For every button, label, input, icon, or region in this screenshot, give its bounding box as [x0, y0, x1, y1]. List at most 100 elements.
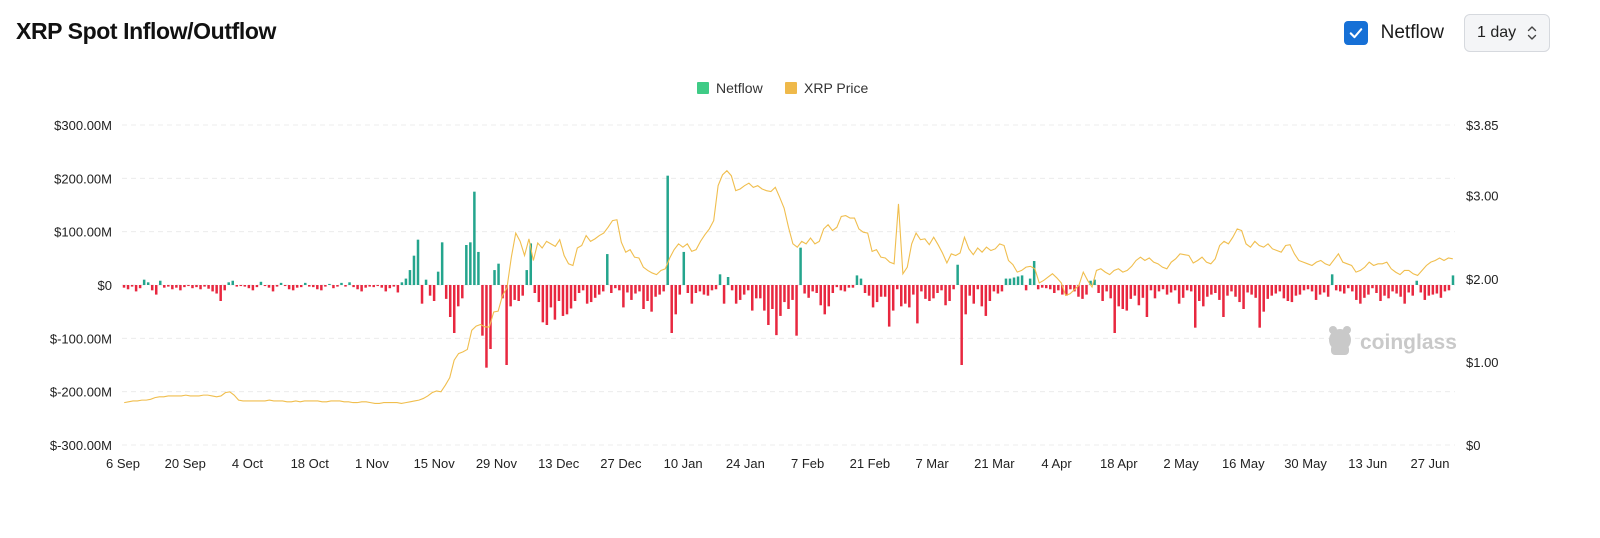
netflow-bar-outflow[interactable] — [1109, 285, 1112, 299]
netflow-bar-outflow[interactable] — [549, 285, 553, 308]
netflow-bar-outflow[interactable] — [1407, 285, 1410, 293]
netflow-bar-outflow[interactable] — [730, 285, 734, 291]
netflow-bar-outflow[interactable] — [126, 285, 130, 290]
netflow-bar-outflow[interactable] — [1242, 285, 1245, 309]
netflow-bar-outflow[interactable] — [1334, 285, 1338, 291]
netflow-bar-inflow[interactable] — [1016, 276, 1020, 285]
netflow-bar-outflow[interactable] — [287, 285, 291, 290]
netflow-bar-outflow[interactable] — [235, 285, 239, 287]
netflow-bar-outflow[interactable] — [356, 285, 359, 290]
netflow-bar-outflow[interactable] — [1427, 285, 1431, 296]
netflow-bar-outflow[interactable] — [1371, 285, 1374, 289]
netflow-bar-outflow[interactable] — [1286, 285, 1290, 301]
netflow-bar-outflow[interactable] — [517, 285, 520, 301]
netflow-bar-outflow[interactable] — [1113, 285, 1116, 333]
netflow-bar-outflow[interactable] — [803, 285, 806, 294]
netflow-bar-outflow[interactable] — [581, 285, 585, 291]
netflow-bar-outflow[interactable] — [835, 285, 839, 288]
netflow-bar-inflow[interactable] — [142, 279, 146, 285]
netflow-bar-outflow[interactable] — [738, 285, 742, 300]
netflow-bar-inflow[interactable] — [469, 242, 472, 285]
netflow-bar-inflow[interactable] — [159, 280, 162, 285]
netflow-bar-outflow[interactable] — [1173, 285, 1177, 291]
netflow-bar-outflow[interactable] — [1238, 285, 1241, 303]
netflow-bar-outflow[interactable] — [895, 285, 899, 290]
netflow-bar-outflow[interactable] — [807, 285, 810, 298]
netflow-bar-outflow[interactable] — [1391, 285, 1394, 292]
netflow-bar-outflow[interactable] — [1266, 285, 1269, 299]
netflow-bar-inflow[interactable] — [718, 274, 722, 285]
netflow-bar-outflow[interactable] — [670, 285, 673, 333]
netflow-bar-outflow[interactable] — [1057, 285, 1060, 291]
netflow-bar-outflow[interactable] — [1218, 285, 1221, 300]
netflow-bar-inflow[interactable] — [799, 247, 802, 285]
netflow-bar-inflow[interactable] — [412, 255, 416, 285]
netflow-bar-outflow[interactable] — [1000, 285, 1004, 292]
netflow-bar-outflow[interactable] — [863, 285, 867, 293]
netflow-bar-outflow[interactable] — [1246, 285, 1249, 293]
netflow-bar-outflow[interactable] — [134, 285, 138, 292]
netflow-bar-outflow[interactable] — [634, 285, 637, 294]
netflow-bar-outflow[interactable] — [336, 285, 339, 287]
netflow-bar-outflow[interactable] — [916, 285, 919, 324]
netflow-bar-outflow[interactable] — [972, 285, 976, 304]
netflow-bar-outflow[interactable] — [964, 285, 967, 315]
netflow-bar-outflow[interactable] — [936, 285, 939, 293]
netflow-bar-outflow[interactable] — [239, 285, 243, 287]
netflow-bar-outflow[interactable] — [1375, 285, 1378, 293]
netflow-bar-outflow[interactable] — [642, 285, 645, 309]
netflow-bar-outflow[interactable] — [275, 285, 279, 287]
netflow-bar-outflow[interactable] — [1161, 285, 1165, 290]
netflow-bar-outflow[interactable] — [614, 285, 617, 289]
netflow-bar-outflow[interactable] — [839, 285, 843, 291]
netflow-bar-outflow[interactable] — [1290, 285, 1294, 303]
netflow-bar-outflow[interactable] — [203, 285, 206, 287]
netflow-bar-inflow[interactable] — [1028, 278, 1032, 285]
netflow-bar-outflow[interactable] — [690, 285, 694, 304]
netflow-bar-outflow[interactable] — [1214, 285, 1217, 293]
netflow-bar-outflow[interactable] — [316, 285, 319, 290]
netflow-bar-inflow[interactable] — [666, 175, 669, 285]
netflow-bar-outflow[interactable] — [1230, 285, 1233, 292]
netflow-bar-outflow[interactable] — [545, 285, 549, 325]
netflow-bar-outflow[interactable] — [521, 285, 524, 296]
netflow-bar-outflow[interactable] — [1145, 285, 1149, 317]
netflow-bar-outflow[interactable] — [553, 285, 557, 320]
netflow-bar-outflow[interactable] — [1294, 285, 1298, 296]
netflow-bar-inflow[interactable] — [525, 270, 528, 285]
netflow-bar-inflow[interactable] — [682, 251, 686, 285]
netflow-bar-outflow[interactable] — [1121, 285, 1125, 309]
netflow-bar-outflow[interactable] — [1443, 285, 1447, 292]
netflow-bar-outflow[interactable] — [533, 285, 537, 293]
netflow-bar-outflow[interactable] — [392, 285, 396, 287]
netflow-bar-outflow[interactable] — [891, 285, 895, 311]
netflow-bar-outflow[interactable] — [602, 285, 605, 292]
netflow-bar-inflow[interactable] — [1008, 278, 1012, 285]
netflow-bar-outflow[interactable] — [1169, 285, 1173, 293]
netflow-bar-inflow[interactable] — [726, 277, 730, 285]
netflow-checkbox[interactable] — [1343, 21, 1368, 45]
netflow-bar-outflow[interactable] — [879, 285, 883, 297]
netflow-bar-outflow[interactable] — [831, 285, 835, 293]
netflow-bar-outflow[interactable] — [1367, 285, 1370, 295]
netflow-bar-outflow[interactable] — [1226, 285, 1229, 296]
netflow-bar-inflow[interactable] — [465, 245, 468, 285]
netflow-bar-outflow[interactable] — [299, 285, 303, 288]
netflow-bar-outflow[interactable] — [1347, 285, 1350, 289]
netflow-bar-inflow[interactable] — [477, 251, 480, 285]
netflow-bar-outflow[interactable] — [283, 285, 287, 287]
netflow-bar-outflow[interactable] — [698, 285, 702, 292]
netflow-bar-outflow[interactable] — [1222, 285, 1225, 317]
netflow-bar-outflow[interactable] — [662, 285, 665, 292]
netflow-bar-outflow[interactable] — [569, 285, 573, 309]
netflow-bar-outflow[interactable] — [714, 285, 718, 290]
netflow-bar-outflow[interactable] — [1165, 285, 1169, 295]
netflow-bar-outflow[interactable] — [1399, 285, 1402, 297]
netflow-bar-inflow[interactable] — [416, 239, 420, 285]
legend-netflow-label[interactable]: Netflow — [716, 80, 764, 96]
netflow-bar-outflow[interactable] — [1206, 285, 1209, 297]
netflow-bar-outflow[interactable] — [783, 285, 786, 303]
netflow-bar-outflow[interactable] — [211, 285, 214, 292]
netflow-bar-outflow[interactable] — [767, 285, 770, 325]
netflow-bar-outflow[interactable] — [960, 285, 963, 365]
